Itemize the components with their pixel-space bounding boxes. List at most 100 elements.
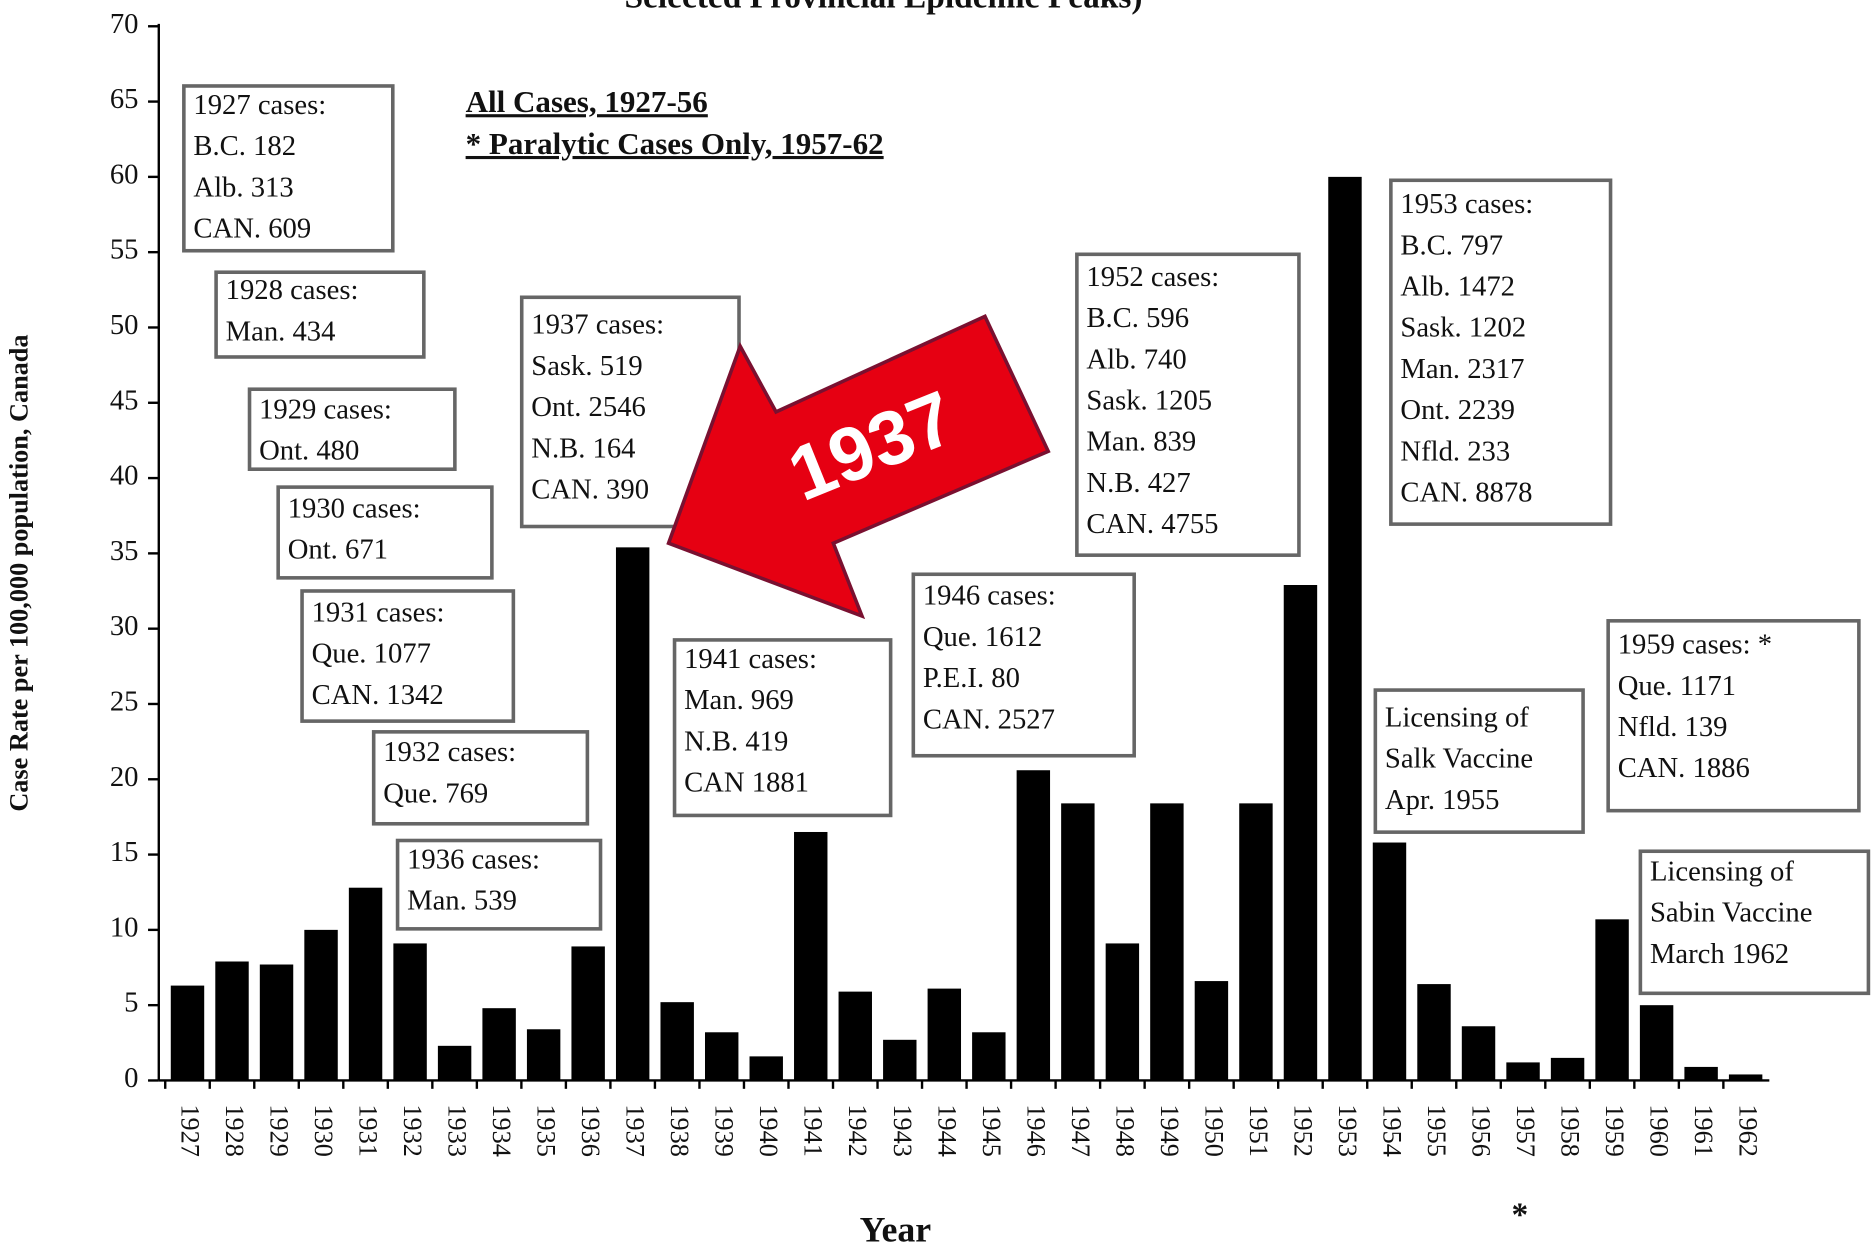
subtitle: * Paralytic Cases Only, 1957-62 <box>466 126 884 161</box>
annotation-line: CAN. 4755 <box>1086 508 1218 540</box>
bar <box>1239 803 1273 1081</box>
box-frame <box>1389 178 1613 526</box>
x-tick-label: 1956 <box>1466 1104 1495 1157</box>
x-tick-label: 1952 <box>1288 1104 1317 1157</box>
box-frame <box>911 572 1136 758</box>
annotation-line: CAN. 8878 <box>1400 476 1532 508</box>
annotation-line: P.E.I. 80 <box>923 662 1020 694</box>
y-tick-label: 50 <box>110 309 139 341</box>
annotation-line: Ont. 2239 <box>1400 394 1515 426</box>
annotation-line: Sask. 1205 <box>1086 385 1212 417</box>
annotation-line: Man. 2317 <box>1400 353 1524 385</box>
x-tick-label: 1931 <box>354 1104 383 1157</box>
annotation-line: Sask. 1202 <box>1400 312 1526 344</box>
x-tick-label: 1942 <box>843 1104 872 1157</box>
annotation-line: N.B. 164 <box>531 432 635 464</box>
bar <box>482 1008 516 1081</box>
box-frame <box>1373 688 1585 834</box>
bar <box>838 991 872 1081</box>
annotation-line: Ont. 480 <box>259 435 359 467</box>
bar <box>1684 1066 1718 1081</box>
bar <box>1283 585 1318 1081</box>
subtitle: All Cases, 1927-56 <box>466 84 708 119</box>
x-tick-label: 1961 <box>1689 1104 1718 1157</box>
x-tick-label: 1954 <box>1377 1104 1406 1157</box>
annotation-line: Man. 969 <box>684 684 794 716</box>
annotation-line: CAN. 1342 <box>312 679 444 711</box>
annotation-line: Ont. 671 <box>288 534 388 566</box>
bar <box>1595 919 1629 1081</box>
box-frame <box>214 270 426 359</box>
annotation-box: 1930 cases: Ont. 671 <box>276 485 494 580</box>
annotation-line: Alb. 1472 <box>1400 271 1515 303</box>
annotation-line: Sabin Vaccine <box>1650 897 1813 929</box>
annotation-line: Salk Vaccine <box>1385 743 1533 775</box>
annotation-line: 1936 cases: <box>407 844 540 876</box>
x-tick-label: 1948 <box>1110 1104 1139 1157</box>
bar <box>393 943 427 1081</box>
x-tick-label: 1936 <box>576 1104 605 1157</box>
annotation-line: 1928 cases: <box>226 274 359 306</box>
x-tick-label: 1928 <box>220 1104 249 1157</box>
y-tick-label: 0 <box>124 1062 138 1094</box>
annotation-line: Que. 769 <box>383 777 488 809</box>
bars <box>170 176 1763 1081</box>
y-tick-label: 40 <box>110 460 139 492</box>
annotation-line: Man. 839 <box>1086 426 1196 458</box>
bar <box>794 831 828 1081</box>
annotation-line: Licensing of <box>1650 856 1794 888</box>
y-tick-label: 15 <box>110 836 139 868</box>
annotation-line: B.C. 596 <box>1086 302 1189 334</box>
arrow: 1937 <box>666 314 1051 620</box>
bar <box>1728 1074 1763 1081</box>
annotation-line: 1952 cases: <box>1086 261 1219 293</box>
x-tick-label: 1943 <box>888 1104 917 1157</box>
bar <box>304 929 338 1081</box>
annotation-line: CAN. 1886 <box>1618 752 1750 784</box>
bar <box>259 964 294 1081</box>
bar <box>660 1002 694 1081</box>
annotation-box: 1959 cases: * Que. 1171 Nfld. 139 CAN. 1886 <box>1606 619 1861 813</box>
annotation-line: Que. 1171 <box>1618 670 1736 702</box>
bar <box>749 1056 783 1081</box>
annotation-line: 1937 cases: <box>531 309 664 341</box>
bar <box>1639 1005 1674 1081</box>
annotation-line: CAN. 2527 <box>923 703 1055 735</box>
x-tick-label: 1950 <box>1199 1104 1228 1157</box>
box-frame <box>395 838 603 931</box>
annotation-box: Licensing of Salk Vaccine Apr. 1955 <box>1373 688 1585 834</box>
annotation-box: 1952 cases: B.C. 596 Alb. 740 Sask. 1205 Man… <box>1075 252 1301 557</box>
annotation-line: N.B. 419 <box>684 725 788 757</box>
y-tick-label: 65 <box>110 83 139 115</box>
y-tick-label: 60 <box>110 158 139 190</box>
annotation-box: 1932 cases: Que. 769 <box>371 730 590 826</box>
box-frame <box>276 485 494 580</box>
annotation-line: Que. 1612 <box>923 621 1042 653</box>
annotation-box: 1953 cases: B.C. 797 Alb. 1472 Sask. 1202 Ma… <box>1389 178 1613 526</box>
box-frame <box>247 387 457 471</box>
y-tick-label: 35 <box>110 535 139 567</box>
x-tick-label: 1927 <box>175 1104 204 1157</box>
annotation-line: CAN. 390 <box>531 473 649 505</box>
x-axis-label: Year <box>860 1210 932 1250</box>
x-tick-label: 1957 <box>1511 1104 1540 1157</box>
x-tick-label: 1939 <box>710 1104 739 1157</box>
y-tick-label: 70 <box>110 8 139 40</box>
y-tick-label: 20 <box>110 761 139 793</box>
bar <box>437 1045 472 1081</box>
annotation-box: 1929 cases: Ont. 480 <box>247 387 457 471</box>
annotation-line: Man. 539 <box>407 885 517 917</box>
bar <box>1550 1057 1585 1081</box>
annotation-box: 1941 cases: Man. 969 N.B. 419 CAN 1881 <box>672 638 893 818</box>
annotation-line: 1941 cases: <box>684 643 817 675</box>
x-tick-label: 1958 <box>1556 1104 1585 1157</box>
annotation-box: 1927 cases: B.C. 182 Alb. 313 CAN. 609 <box>182 84 395 253</box>
annotation-line: Man. 434 <box>226 315 336 347</box>
annotation-line: B.C. 182 <box>193 130 296 162</box>
annotation-line: 1930 cases: <box>288 493 421 525</box>
annotation-line: CAN 1881 <box>684 767 809 799</box>
annotation-line: Apr. 1955 <box>1385 784 1500 816</box>
bar <box>1417 984 1451 1081</box>
y-tick-label: 30 <box>110 610 139 642</box>
box-frame <box>300 589 516 723</box>
